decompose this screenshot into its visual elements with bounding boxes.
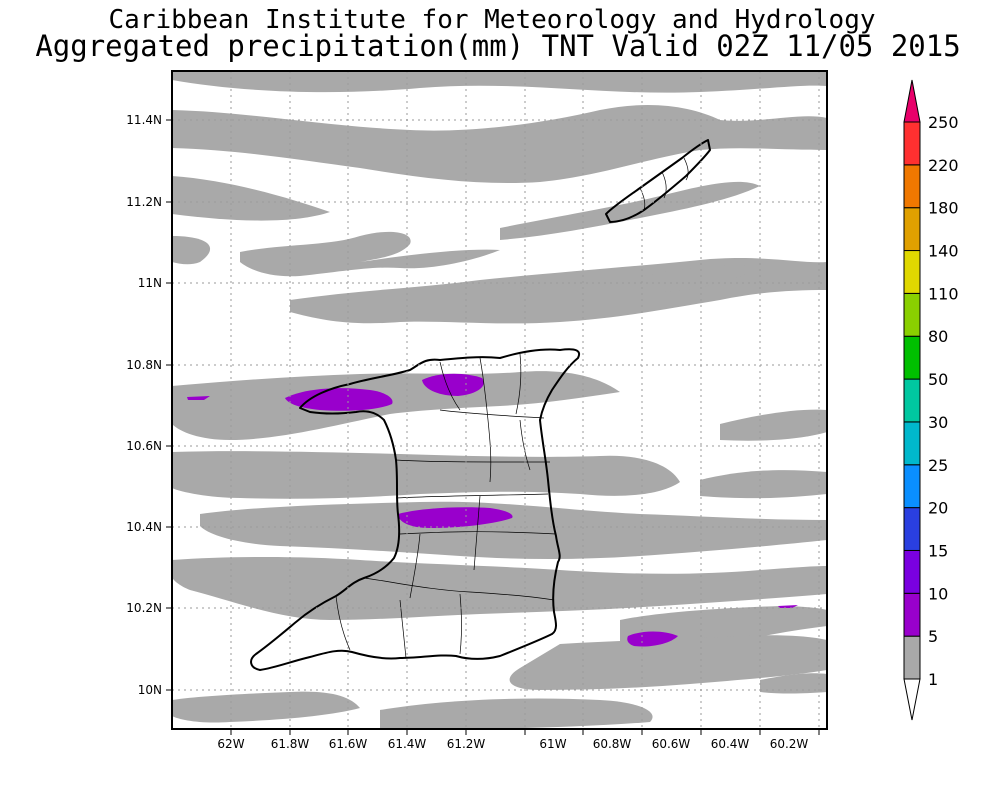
rain-band-12 <box>700 470 827 499</box>
colorbar-cell <box>903 464 921 509</box>
colorbar-cell <box>903 207 921 252</box>
title-institute: Caribbean Institute for Meteorology and … <box>108 5 875 35</box>
colorbar-bottom-arrow <box>903 678 921 721</box>
colorbar-cell <box>903 635 921 680</box>
x-tick-label: 61.2W <box>447 737 486 751</box>
colorbar-cell <box>903 378 921 423</box>
colorbar-cell <box>903 507 921 551</box>
colorbar-top-arrow <box>903 79 921 123</box>
y-axis-labels: 10N 10.2N 10.4N 10.6N 10.8N 11N 11.2N 11… <box>126 113 162 697</box>
colorbar-cell <box>903 292 921 337</box>
rain-field-layer <box>172 71 827 729</box>
rain-band-11 <box>172 451 680 499</box>
heavy-rain-patch-north <box>422 373 484 396</box>
rain-band-8 <box>640 264 760 292</box>
map-frame <box>171 70 828 730</box>
rain-band-6 <box>240 231 500 277</box>
rain-band-10 <box>720 409 827 441</box>
y-tick-label: 10.8N <box>126 358 162 372</box>
y-tick-label: 11.4N <box>126 113 162 127</box>
rain-band-9 <box>172 371 620 440</box>
colorbar-label: 1 <box>928 670 938 689</box>
map-panel: 62W 61.8W 61.6W 61.4W 61.2W 61W 60.8W 60… <box>126 70 828 751</box>
rain-band-5 <box>172 236 211 265</box>
x-tick-label: 60.8W <box>593 737 632 751</box>
colorbar-cells <box>903 121 921 680</box>
colorbar-cell <box>903 592 921 637</box>
heavy-rain-patch-central <box>398 507 513 528</box>
colorbar-cell <box>903 164 921 209</box>
rain-band-1 <box>172 71 827 93</box>
colorbar-cell <box>903 335 921 380</box>
colorbar-cell <box>903 121 921 166</box>
x-tick-label: 61.4W <box>388 737 427 751</box>
rain-band-16 <box>509 635 827 690</box>
colorbar-label: 80 <box>928 327 948 346</box>
rain-band-4 <box>500 181 760 240</box>
colorbar-label: 220 <box>928 156 959 175</box>
parish-boundaries <box>335 353 557 659</box>
x-axis-labels: 62W 61.8W 61.6W 61.4W 61.2W 61W 60.8W 60… <box>217 737 808 751</box>
y-tick-label: 10.4N <box>126 520 162 534</box>
rain-band-17 <box>172 691 360 723</box>
colorbar-cell <box>903 250 921 294</box>
colorbar-label: 10 <box>928 584 948 603</box>
y-tick-label: 10.2N <box>126 601 162 615</box>
colorbar-label: 25 <box>928 456 948 475</box>
colorbar-label: 15 <box>928 541 948 560</box>
x-tick-label: 62W <box>217 737 244 751</box>
heavy-rain-patch-east <box>778 605 798 608</box>
colorbar-label: 250 <box>928 113 959 132</box>
y-tick-label: 11.2N <box>126 195 162 209</box>
x-tick-label: 61.6W <box>329 737 368 751</box>
colorbar-label: 20 <box>928 499 948 518</box>
colorbar-label: 5 <box>928 627 938 646</box>
colorbar-cell <box>903 549 921 594</box>
colorbar-label: 110 <box>928 284 959 303</box>
rain-band-14 <box>172 557 827 620</box>
x-tick-label: 61W <box>539 737 566 751</box>
heavy-rain-patch-west <box>187 396 210 400</box>
x-tick-label: 61.8W <box>271 737 310 751</box>
rain-band-18 <box>380 698 653 729</box>
colorbar-label: 180 <box>928 199 959 218</box>
y-tick-label: 10.6N <box>126 439 162 453</box>
x-tick-label: 60.4W <box>711 737 750 751</box>
title-product: Aggregated precipitation(mm) TNT Valid 0… <box>35 29 960 63</box>
colorbar-label: 50 <box>928 370 948 389</box>
rain-band-13 <box>200 501 827 559</box>
tobago-coastline <box>605 139 711 223</box>
colorbar-label: 30 <box>928 413 948 432</box>
x-tick-label: 60.6W <box>652 737 691 751</box>
rain-band-2 <box>172 105 827 184</box>
axis-tick-marks <box>166 119 820 735</box>
rain-band-19 <box>760 673 827 694</box>
tobago-parish-boundaries <box>639 157 689 211</box>
heavy-rain-patch-nw <box>285 388 393 411</box>
colorbar-label: 140 <box>928 242 959 261</box>
colorbar-cell <box>903 421 921 466</box>
y-tick-label: 10N <box>138 683 162 697</box>
x-tick-label: 60.2W <box>770 737 809 751</box>
y-tick-label: 11N <box>138 276 162 290</box>
trinidad-coastline <box>250 348 580 671</box>
heavy-rain-patch-se <box>627 631 678 647</box>
